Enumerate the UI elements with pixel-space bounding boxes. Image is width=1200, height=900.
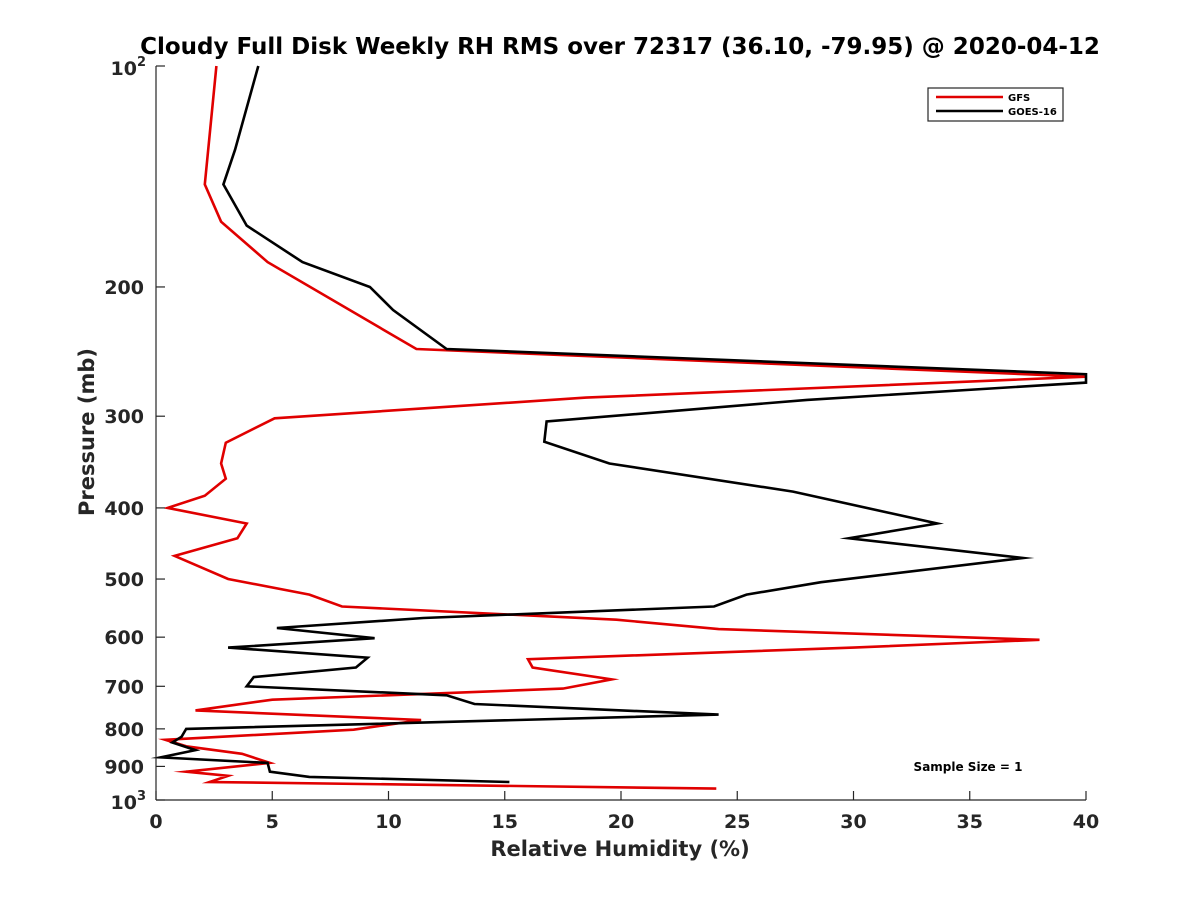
plot-background <box>156 66 1086 800</box>
y-tick-label: 103 <box>111 789 147 814</box>
x-tick-label: 0 <box>149 811 162 833</box>
y-tick-label: 500 <box>104 569 144 591</box>
plot-area <box>156 66 1086 800</box>
y-tick-label: 600 <box>104 627 144 649</box>
y-tick-label: 200 <box>104 277 144 299</box>
series-line-goes-16 <box>150 65 1088 784</box>
x-tick-label: 15 <box>492 811 518 833</box>
sample-size-annotation: Sample Size = 1 <box>914 760 1023 774</box>
y-tick-label: 400 <box>104 498 144 520</box>
y-tick-label: 800 <box>104 719 144 741</box>
x-tick-label: 5 <box>266 811 279 833</box>
x-tick-label: 10 <box>375 811 401 833</box>
chart-title: Cloudy Full Disk Weekly RH RMS over 7231… <box>140 34 1100 60</box>
y-tick-label: 300 <box>104 406 144 428</box>
legend-box <box>927 87 1064 122</box>
y-tick-label: 900 <box>104 756 144 778</box>
x-axis-label: Relative Humidity (%) <box>490 837 749 861</box>
x-tick-label: 20 <box>608 811 634 833</box>
x-tick-label: 35 <box>957 811 983 833</box>
legend-label-gfs: GFS <box>1008 93 1030 104</box>
axes-layer: 0 5 10 15 20 25 30 35 40 102 200 300 400 500 600 700 800… <box>104 55 1099 833</box>
y-axis-label: Pressure (mb) <box>75 348 99 516</box>
legend: GFS GOES-16 <box>927 87 1064 122</box>
x-tick-label: 40 <box>1073 811 1099 833</box>
y-tick-label: 102 <box>111 55 147 80</box>
x-tick-label: 30 <box>840 811 866 833</box>
x-tick-label: 25 <box>724 811 750 833</box>
y-tick-label: 700 <box>104 676 144 698</box>
series-layer <box>150 65 1088 790</box>
legend-label-goes-16: GOES-16 <box>1008 107 1057 118</box>
